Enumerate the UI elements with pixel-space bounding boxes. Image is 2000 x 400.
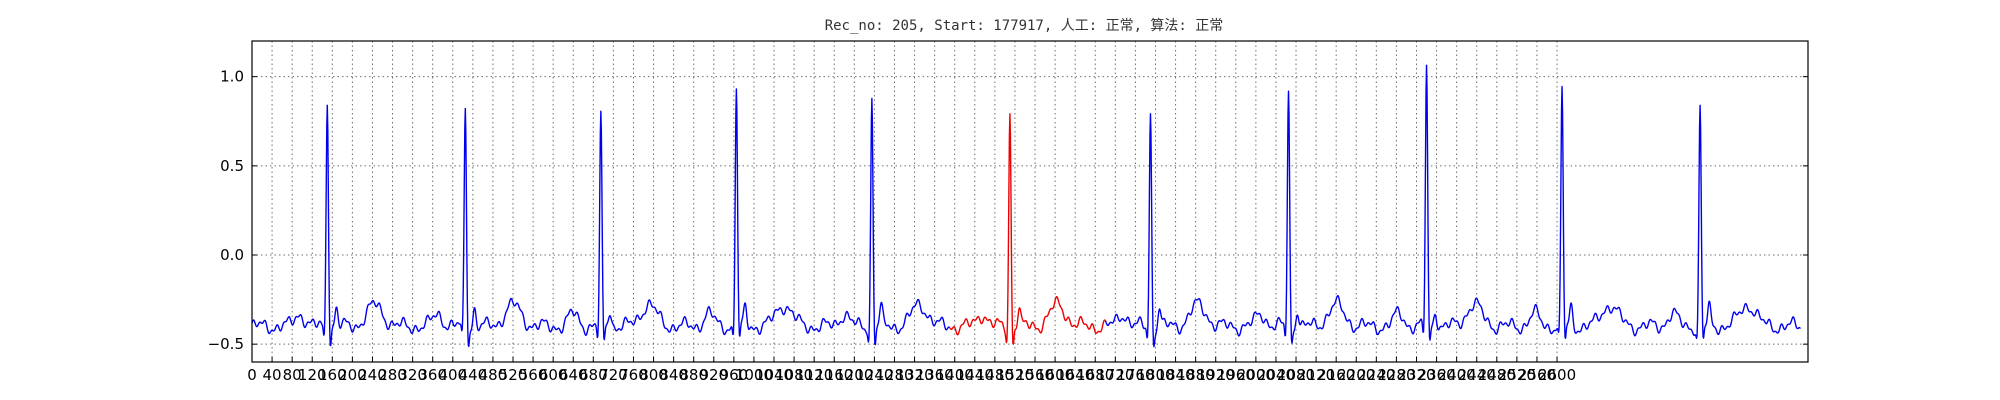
- ecg-highlight-segment: [949, 113, 1106, 345]
- y-tick-label: 1.0: [220, 68, 244, 86]
- x-tick-label: 1680: [1076, 366, 1114, 384]
- x-tick-label: 840: [659, 366, 688, 384]
- x-tick-label: 2160: [1317, 366, 1355, 384]
- x-tick-label: 1320: [895, 366, 933, 384]
- x-tick-label: 1600: [1036, 366, 1074, 384]
- x-tick-label: 2000: [1237, 366, 1275, 384]
- x-tick-label: 1360: [916, 366, 954, 384]
- x-tick-label: 2560: [1518, 366, 1556, 384]
- x-tick-label: 2440: [1458, 366, 1496, 384]
- x-tick-label: 480: [479, 366, 508, 384]
- x-tick-label: 1000: [735, 366, 773, 384]
- x-tick-label: 600: [539, 366, 568, 384]
- x-tick-label: 800: [639, 366, 668, 384]
- x-tick-label: 560: [519, 366, 548, 384]
- x-tick-label: 1480: [976, 366, 1014, 384]
- x-tick-label: 80: [283, 366, 302, 384]
- x-tick-label: 440: [459, 366, 488, 384]
- x-tick-label: 1240: [855, 366, 893, 384]
- x-tick-label: 1880: [1177, 366, 1215, 384]
- x-tick-label: 880: [679, 366, 708, 384]
- x-tick-label: 1040: [755, 366, 793, 384]
- y-tick-label: −0.5: [208, 335, 244, 353]
- y-tick-label: 0.5: [220, 157, 244, 175]
- x-tick-label: 360: [418, 366, 447, 384]
- x-tick-label: 2400: [1438, 366, 1476, 384]
- x-tick-label: 1960: [1217, 366, 1255, 384]
- grid-layer: [251, 41, 1808, 362]
- x-tick-label: 1640: [1056, 366, 1094, 384]
- x-tick-label: 1720: [1096, 366, 1134, 384]
- x-tick-label: 2040: [1257, 366, 1295, 384]
- x-tick-label: 40: [263, 366, 282, 384]
- x-tick-label: 640: [559, 366, 588, 384]
- trace-layer: [251, 64, 1802, 348]
- x-tick-label: 1440: [956, 366, 994, 384]
- axis-layer: 0 40 8012016020024028032036040044048052056…: [208, 68, 1808, 384]
- chart-title: Rec_no: 205, Start: 177917, 人工: 正常, 算法: …: [825, 18, 1224, 34]
- x-tick-label: 160: [318, 366, 347, 384]
- x-tick-label: 1400: [936, 366, 974, 384]
- x-tick-label: 1760: [1116, 366, 1154, 384]
- x-tick-label: 1200: [835, 366, 873, 384]
- x-tick-label: 1840: [1156, 366, 1194, 384]
- plot-frame: [251, 40, 1809, 363]
- x-tick-label: 1920: [1197, 366, 1235, 384]
- x-tick-label: 1120: [795, 366, 833, 384]
- x-tick-label: 240: [358, 366, 387, 384]
- x-tick-label: 2320: [1397, 366, 1435, 384]
- ecg-trace-segment: [1104, 64, 1802, 348]
- x-tick-label: 200: [338, 366, 367, 384]
- x-tick-label: 280: [378, 366, 407, 384]
- x-tick-label: 2360: [1417, 366, 1455, 384]
- x-tick-label: 1560: [1016, 366, 1054, 384]
- x-tick-label: 1160: [815, 366, 853, 384]
- x-tick-label: 1520: [996, 366, 1034, 384]
- x-tick-label: 2120: [1297, 366, 1335, 384]
- x-tick-label: 120: [298, 366, 327, 384]
- x-tick-label: 0: [247, 366, 257, 384]
- x-tick-label: 2520: [1498, 366, 1536, 384]
- x-tick-label: 1800: [1136, 366, 1174, 384]
- x-tick-label: 320: [398, 366, 427, 384]
- x-tick-label: 2600: [1538, 366, 1576, 384]
- x-tick-label: 2240: [1357, 366, 1395, 384]
- x-tick-label: 520: [499, 366, 528, 384]
- x-tick-label: 2080: [1277, 366, 1315, 384]
- x-tick-label: 2280: [1377, 366, 1415, 384]
- x-tick-label: 400: [438, 366, 467, 384]
- x-tick-label: 720: [599, 366, 628, 384]
- ecg-trace-segment: [251, 88, 951, 347]
- x-tick-label: 2200: [1337, 366, 1375, 384]
- x-tick-label: 680: [579, 366, 608, 384]
- x-tick-label: 2480: [1478, 366, 1516, 384]
- x-tick-label: 920: [699, 366, 728, 384]
- x-tick-label: 960: [720, 366, 749, 384]
- y-tick-label: 0.0: [220, 246, 244, 264]
- x-tick-label: 760: [619, 366, 648, 384]
- x-tick-label: 1280: [875, 366, 913, 384]
- x-tick-label: 1080: [775, 366, 813, 384]
